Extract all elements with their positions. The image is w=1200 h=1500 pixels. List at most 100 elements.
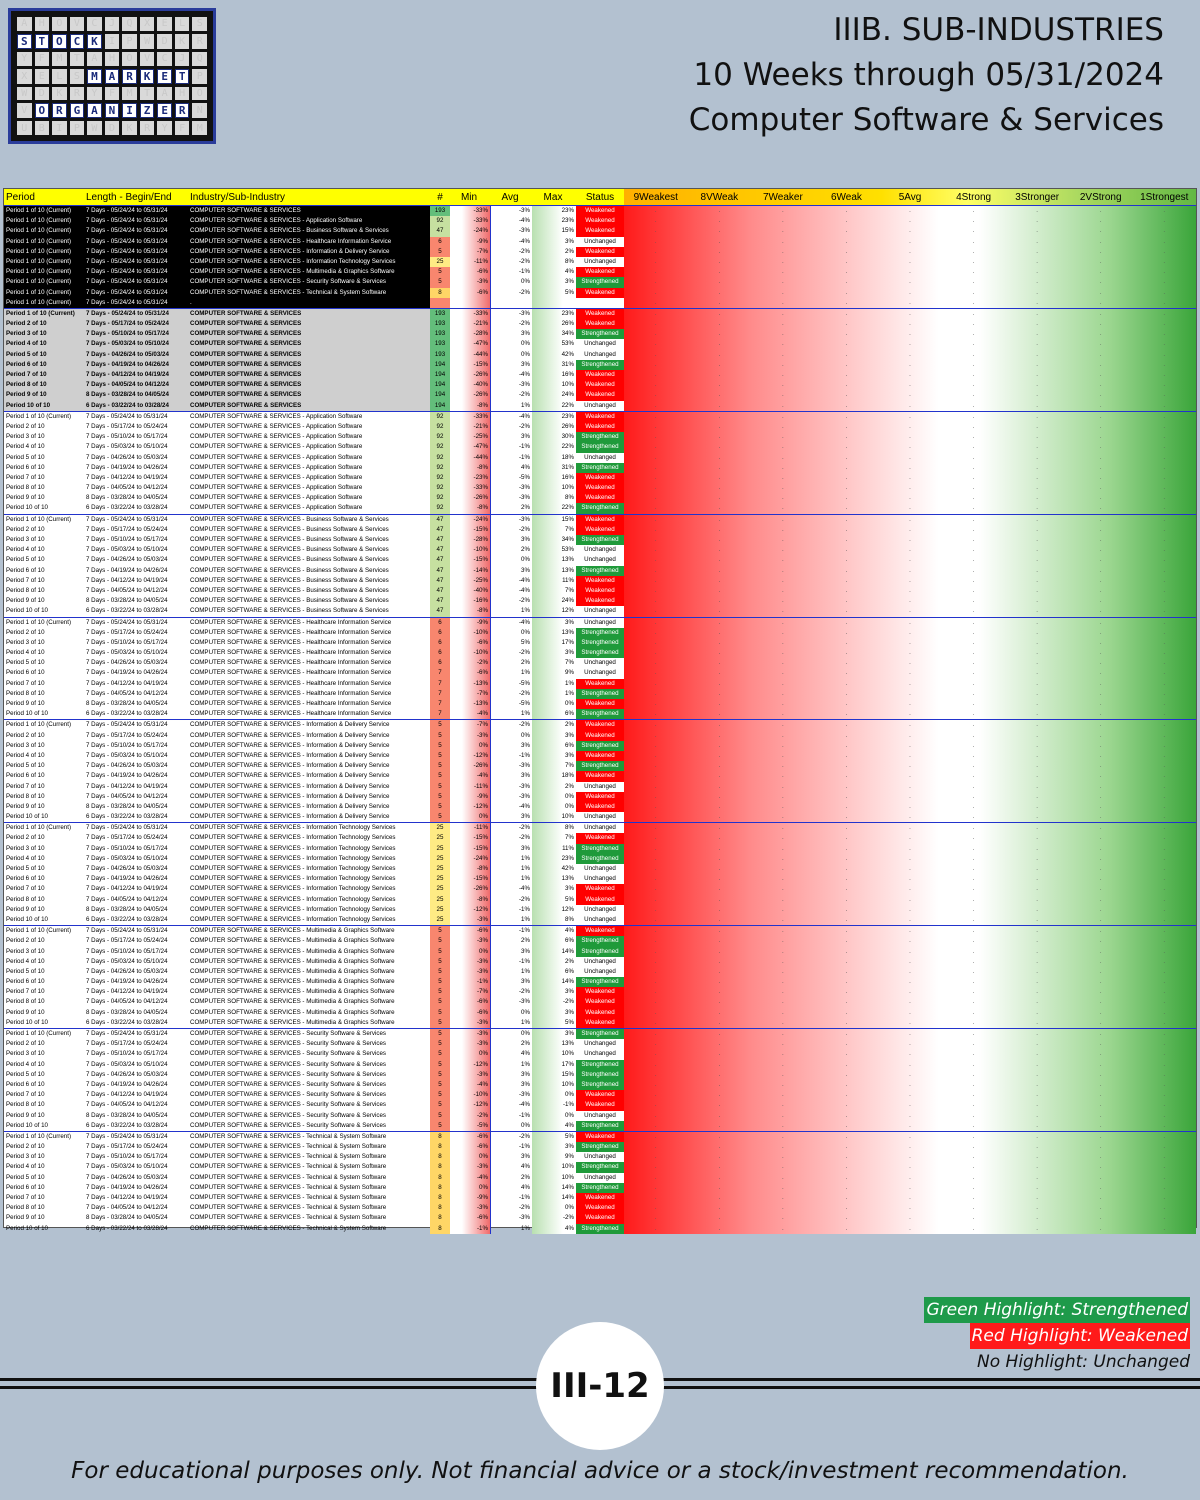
zone-cell: . <box>654 391 657 399</box>
zone-cell: . <box>654 1224 657 1232</box>
count-cell: 92 <box>430 411 450 422</box>
length-cell: 8 Days - 03/28/24 to 04/05/24 <box>86 597 168 605</box>
zone-cell: . <box>845 247 848 255</box>
table-row: Period 8 of 10 7 Days - 04/05/24 to 04/12… <box>4 483 1196 494</box>
zone-cell: . <box>718 586 721 594</box>
avg-cell: -2% <box>490 1203 532 1214</box>
min-cell: -6% <box>450 668 490 679</box>
zone-cell: . <box>845 1173 848 1181</box>
zone-cell: . <box>654 1111 657 1119</box>
logo-letter: I <box>122 103 137 119</box>
zone-cells: ......... <box>624 904 1196 915</box>
zone-cell: . <box>654 1101 657 1109</box>
zone-cell: . <box>972 638 975 646</box>
zone-cells: ......... <box>624 1039 1196 1050</box>
zone-cell: . <box>1163 721 1166 729</box>
zone-cell: . <box>909 320 911 328</box>
industry-cell: COMPUTER SOFTWARE & SERVICES <box>190 319 430 330</box>
table-row: Period 5 of 10 7 Days - 04/26/24 to 05/03… <box>4 1069 1196 1080</box>
status-badge: Weakened <box>576 987 624 998</box>
avg-cell: -1% <box>490 1110 532 1121</box>
zone-cells: ......... <box>624 1152 1196 1163</box>
table-row: Period 9 of 10 8 Days - 03/28/24 to 04/05… <box>4 596 1196 607</box>
zone-cell: . <box>1099 1018 1102 1026</box>
zone-cell: . <box>654 1143 657 1151</box>
zone-cells: ......... <box>624 308 1196 320</box>
zone-cell: . <box>845 669 848 677</box>
length-cell: 7 Days - 05/10/24 to 05/17/24 <box>86 844 168 852</box>
count-cell: 193 <box>430 319 450 330</box>
count-cell: 25 <box>430 874 450 885</box>
count-cell: 92 <box>430 442 450 453</box>
zone-cell: . <box>1036 1101 1039 1109</box>
zone-cell: . <box>1036 1111 1039 1119</box>
zone-cell: . <box>654 700 657 707</box>
header-count: # <box>437 191 443 203</box>
zone-cells: ......... <box>624 688 1196 699</box>
zone-cell: . <box>718 597 721 605</box>
table-row: Period 4 of 10 7 Days - 05/03/24 to 05/10… <box>4 853 1196 864</box>
status-badge: Strengthened <box>576 1029 624 1040</box>
zone-cell: . <box>718 330 721 338</box>
zone-cells: ......... <box>624 472 1196 484</box>
zone-cell: . <box>1099 1080 1102 1088</box>
period-cell: Period 1 of 10 (Current) <box>4 246 86 257</box>
zone-cell: . <box>972 401 975 409</box>
count-cell: 25 <box>430 256 450 268</box>
zone-cell: . <box>972 381 975 389</box>
max-cell: 15% <box>532 514 576 525</box>
zone-cells: ......... <box>624 524 1196 535</box>
zone-cell: . <box>718 721 721 729</box>
zone-cell: . <box>972 824 975 832</box>
zone-cell: . <box>782 895 784 903</box>
zone-cell: . <box>1036 679 1039 687</box>
industry-cell: COMPUTER SOFTWARE & SERVICES - Technical… <box>190 1224 387 1232</box>
zone-cell: . <box>909 1163 911 1171</box>
count-cell: 47 <box>430 606 450 617</box>
status-badge: Weakened <box>576 575 624 586</box>
zone-cell: . <box>972 1008 975 1016</box>
period-cell: Period 9 of 10 <box>6 494 45 502</box>
min-cell: -4% <box>450 1172 490 1183</box>
count-cell: 5 <box>430 1017 450 1028</box>
zone-cell: . <box>782 865 784 872</box>
length-cell: 6 Days - 03/22/24 to 03/28/24 <box>86 504 168 512</box>
table-row: Period 5 of 10 7 Days - 04/26/24 to 05/03… <box>4 761 1196 772</box>
legend-weakened: Red Highlight: Weakened <box>969 1323 1190 1349</box>
period-cell: Period 1 of 10 (Current) <box>4 297 86 308</box>
zone-cell: . <box>782 1173 784 1181</box>
zone-cell: . <box>1036 515 1039 523</box>
zone-cell: . <box>654 536 657 543</box>
zone-cell: . <box>909 854 911 862</box>
status-badge: Strengthened <box>576 843 624 854</box>
zone-cell: . <box>1036 834 1039 842</box>
zone-cell: . <box>972 453 975 461</box>
zone-cells: ......... <box>624 390 1196 401</box>
zone-cells: ......... <box>624 801 1196 813</box>
zone-cell: . <box>972 659 975 667</box>
zone-cell: . <box>909 1183 911 1191</box>
status-badge: Weakened <box>576 926 624 937</box>
zone-cell: . <box>909 330 911 338</box>
zone-cell: . <box>845 268 848 276</box>
zone-cell: . <box>718 207 721 214</box>
zone-cell: . <box>782 298 784 306</box>
logo-letter: T <box>34 33 50 49</box>
zone-cell: . <box>1099 391 1102 399</box>
zone-cell: . <box>782 1050 784 1058</box>
zone-cell: . <box>972 257 975 265</box>
zone-cell: . <box>845 1050 848 1058</box>
zone-cell: . <box>909 792 911 800</box>
table-row: Period 2 of 10 7 Days - 05/17/24 to 05/24… <box>4 524 1196 535</box>
count-cell: 5 <box>430 1029 450 1040</box>
max-cell: 5% <box>532 1017 576 1028</box>
zone-cell: . <box>1163 257 1166 265</box>
min-cell: -3% <box>450 1029 490 1040</box>
zone-cell: . <box>782 649 784 657</box>
max-cell: 0% <box>532 699 576 710</box>
min-cell: -33% <box>450 216 490 227</box>
zone-cell: . <box>654 782 657 790</box>
zone-cell: . <box>1163 792 1166 800</box>
industry-cell: COMPUTER SOFTWARE & SERVICES - Security … <box>190 1070 386 1078</box>
avg-cell: 0% <box>490 1007 532 1018</box>
